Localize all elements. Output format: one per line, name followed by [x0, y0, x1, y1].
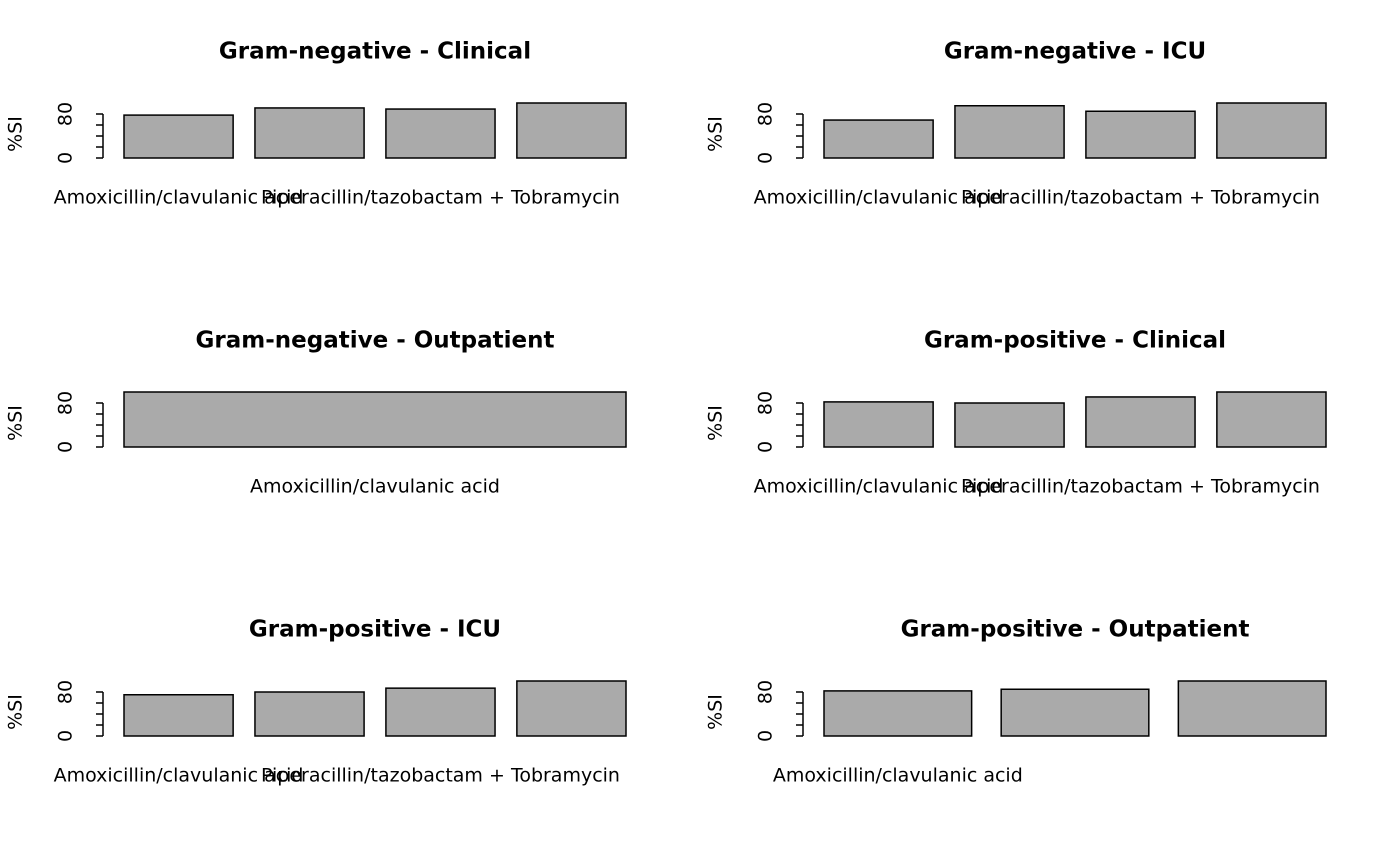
y-tick-label: 0 [55, 152, 77, 164]
y-tick-label: 0 [55, 441, 77, 453]
x-tick-label: Amoxicillin/clavulanic acid [54, 765, 304, 787]
x-tick-label: Piperacillin/tazobactam + Tobramycin [261, 765, 620, 787]
x-tick-label: Amoxicillin/clavulanic acid [754, 187, 1004, 209]
y-axis-label: %SI [705, 405, 727, 441]
y-tick-label: 80 [55, 102, 77, 126]
bar [385, 687, 496, 737]
y-axis-label: %SI [5, 694, 27, 730]
y-axis-label: %SI [705, 694, 727, 730]
x-tick-label: Piperacillin/tazobactam + Tobramycin [261, 187, 620, 209]
x-tick-label: Amoxicillin/clavulanic acid [754, 476, 1004, 498]
bar [516, 102, 627, 159]
panel: Gram-positive - ICU %SI 0 80 Amoxicillin/cla… [5, 617, 627, 787]
x-tick-label: Amoxicillin/clavulanic acid [773, 765, 1023, 787]
y-axis-label: %SI [705, 116, 727, 152]
chart-title: Gram-negative - Clinical [219, 39, 531, 65]
x-tick-label: Amoxicillin/clavulanic acid [250, 476, 500, 498]
bar [1085, 110, 1196, 159]
x-tick-label: Piperacillin/tazobactam + Tobramycin [961, 187, 1320, 209]
bar [1000, 688, 1150, 737]
panel: Gram-negative - Outpatient %SI 0 80 Amoxicil… [5, 328, 627, 498]
bar [823, 119, 934, 159]
y-axis-label: %SI [5, 405, 27, 441]
bar [823, 401, 934, 448]
chart-title: Gram-negative - Outpatient [196, 328, 555, 354]
panel: Gram-negative - Clinical %SI 0 80 Amoxicilli… [5, 39, 627, 209]
chart-title: Gram-positive - Outpatient [901, 617, 1250, 643]
bar [1216, 102, 1327, 159]
y-tick-label: 0 [55, 730, 77, 742]
bar [123, 114, 234, 159]
chart-title: Gram-positive - Clinical [924, 328, 1226, 354]
panel: Gram-positive - Clinical %SI 0 80 Amoxicilli… [705, 328, 1327, 498]
bar [1085, 396, 1196, 448]
bar [954, 402, 1065, 448]
y-tick-label: 80 [55, 391, 77, 415]
y-tick-label: 0 [755, 730, 777, 742]
y-tick-label: 80 [55, 680, 77, 704]
y-tick-label: 80 [755, 680, 777, 704]
bar [1177, 680, 1327, 737]
bar [516, 680, 627, 737]
panel: Gram-positive - Outpatient %SI 0 80 Amoxicil… [705, 617, 1327, 787]
bar [123, 694, 234, 737]
bar [385, 108, 496, 159]
y-tick-label: 0 [755, 152, 777, 164]
y-tick-label: 80 [755, 391, 777, 415]
y-tick-label: 80 [755, 102, 777, 126]
chart-title: Gram-negative - ICU [944, 39, 1206, 65]
chart-title: Gram-positive - ICU [249, 617, 501, 643]
bar [254, 691, 365, 737]
bar [254, 107, 365, 159]
bar [1216, 391, 1327, 448]
x-tick-label: Amoxicillin/clavulanic acid [54, 187, 304, 209]
y-tick-label: 0 [755, 441, 777, 453]
bar [823, 690, 973, 737]
panel: Gram-negative - ICU %SI 0 80 Amoxicillin/cla… [705, 39, 1327, 209]
x-tick-label: Piperacillin/tazobactam + Tobramycin [961, 476, 1320, 498]
bar [123, 391, 627, 448]
y-axis-label: %SI [5, 116, 27, 152]
bar [954, 105, 1065, 159]
